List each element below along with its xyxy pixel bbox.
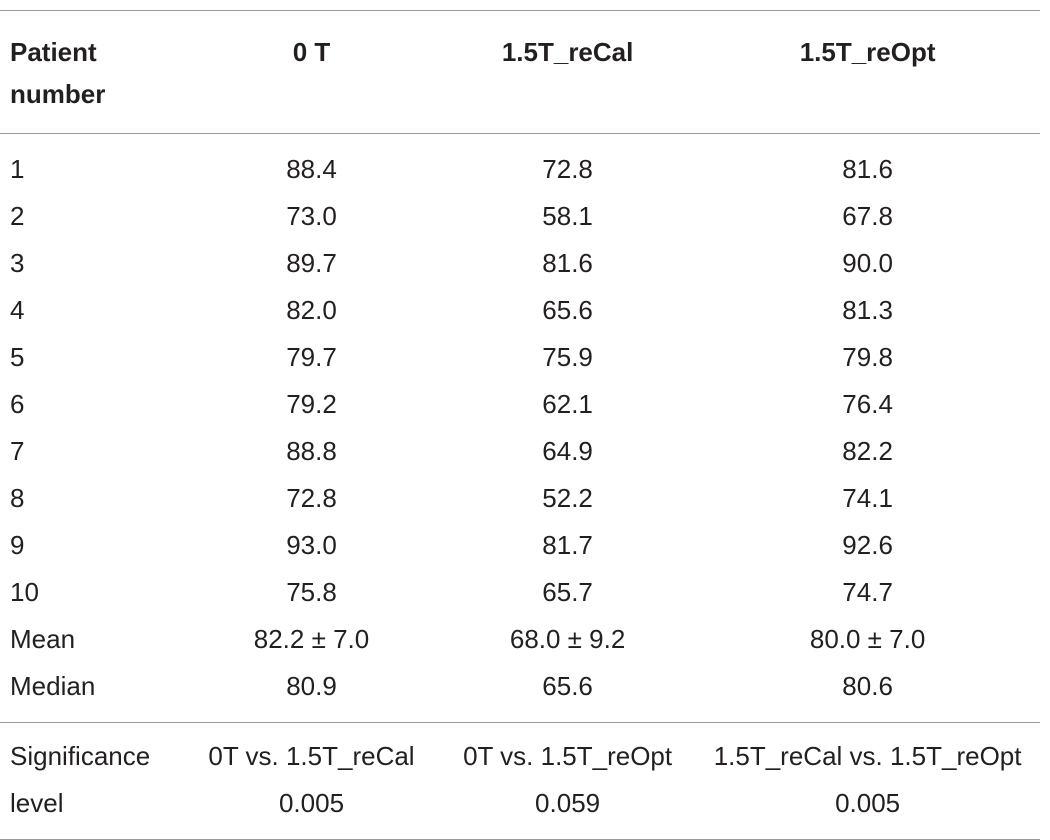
value-0t-cell: 73.0	[286, 201, 337, 231]
value-0t-cell: 79.2	[286, 389, 337, 419]
table-row: Mean 82.2 ± 7.0 68.0 ± 9.2 80.0 ± 7.0	[0, 616, 1040, 663]
patient-cell: Median	[10, 671, 96, 701]
table-row: 8 72.8 52.2 74.1	[0, 475, 1040, 522]
significance-comparison-row: Significance 0T vs. 1.5T_reCal 0T vs. 1.…	[0, 723, 1040, 781]
p-value-0t-vs-recal: 0.005	[278, 788, 345, 818]
value-reopt-cell: 76.4	[842, 389, 893, 419]
value-recal-cell: 64.9	[542, 436, 593, 466]
value-reopt-cell: 74.7	[842, 577, 893, 607]
value-reopt-cell: 90.0	[842, 248, 893, 278]
value-recal-cell: 81.6	[542, 248, 593, 278]
value-recal-cell: 65.6	[542, 671, 593, 701]
patient-cell: 4	[10, 295, 25, 325]
value-0t-cell: 80.9	[286, 671, 337, 701]
patient-cell: 1	[10, 154, 25, 184]
header-0t: 0 T	[292, 37, 331, 67]
value-reopt-cell: 74.1	[842, 483, 893, 513]
value-reopt-cell: 81.6	[842, 154, 893, 184]
value-0t-cell: 82.2 ± 7.0	[253, 624, 370, 654]
value-recal-cell: 75.9	[542, 342, 593, 372]
table-header-row: Patient number 0 T 1.5T_reCal 1.5T_reOpt	[0, 11, 1040, 134]
level-label: level	[10, 788, 64, 818]
p-value-0t-vs-reopt: 0.059	[535, 788, 601, 818]
patient-cell: 5	[10, 342, 25, 372]
value-recal-cell: 68.0 ± 9.2	[509, 624, 626, 654]
comparison-0t-vs-reopt: 0T vs. 1.5T_reOpt	[463, 741, 673, 771]
value-reopt-cell: 80.0 ± 7.0	[809, 624, 926, 654]
patient-cell: 8	[10, 483, 25, 513]
comparison-0t-vs-recal: 0T vs. 1.5T_reCal	[208, 741, 415, 771]
table-row: 3 89.7 81.6 90.0	[0, 240, 1040, 287]
significance-label: Significance	[10, 741, 151, 771]
patient-cell: 10	[10, 577, 39, 607]
value-0t-cell: 72.8	[286, 483, 337, 513]
table-row: 7 88.8 64.9 82.2	[0, 428, 1040, 475]
value-recal-cell: 52.2	[542, 483, 593, 513]
results-table: Patient number 0 T 1.5T_reCal 1.5T_reOpt…	[0, 10, 1040, 840]
value-recal-cell: 81.7	[542, 530, 593, 560]
value-recal-cell: 62.1	[542, 389, 593, 419]
table-row: 4 82.0 65.6 81.3	[0, 287, 1040, 334]
patient-cell: 6	[10, 389, 25, 419]
comparison-recal-vs-reopt: 1.5T_reCal vs. 1.5T_reOpt	[713, 741, 1022, 771]
value-reopt-cell: 81.3	[842, 295, 893, 325]
patient-cell: 2	[10, 201, 25, 231]
value-0t-cell: 93.0	[286, 530, 337, 560]
value-recal-cell: 72.8	[542, 154, 593, 184]
value-recal-cell: 65.6	[542, 295, 593, 325]
value-reopt-cell: 80.6	[842, 671, 893, 701]
table-row: Median 80.9 65.6 80.6	[0, 663, 1040, 723]
table-row: 5 79.7 75.9 79.8	[0, 334, 1040, 381]
value-recal-cell: 65.7	[542, 577, 593, 607]
header-1-5t-recal: 1.5T_reCal	[501, 37, 634, 67]
patient-cell: 9	[10, 530, 25, 560]
patient-cell: Mean	[10, 624, 76, 654]
header-patient-number: Patient number	[0, 11, 183, 134]
table-row: 2 73.0 58.1 67.8	[0, 193, 1040, 240]
table-row: 9 93.0 81.7 92.6	[0, 522, 1040, 569]
header-patient-number-line2: number	[10, 79, 106, 109]
value-reopt-cell: 79.8	[842, 342, 893, 372]
value-reopt-cell: 92.6	[842, 530, 893, 560]
table-row: 1 88.4 72.8 81.6	[0, 134, 1040, 194]
table-row: 6 79.2 62.1 76.4	[0, 381, 1040, 428]
header-patient-number-line1: Patient	[10, 37, 97, 67]
table-body: 1 88.4 72.8 81.6 2 73.0 58.1 67.8 3 89.7 81.6 90.0 4…	[0, 134, 1040, 723]
value-0t-cell: 75.8	[286, 577, 337, 607]
value-0t-cell: 89.7	[286, 248, 337, 278]
value-recal-cell: 58.1	[542, 201, 593, 231]
patient-cell: 3	[10, 248, 25, 278]
patient-cell: 7	[10, 436, 25, 466]
value-0t-cell: 88.8	[286, 436, 337, 466]
header-1-5t-reopt: 1.5T_reOpt	[799, 37, 936, 67]
value-reopt-cell: 67.8	[842, 201, 893, 231]
value-reopt-cell: 82.2	[842, 436, 893, 466]
significance-value-row: level 0.005 0.059 0.005	[0, 780, 1040, 840]
value-0t-cell: 82.0	[286, 295, 337, 325]
p-value-recal-vs-reopt: 0.005	[835, 788, 901, 818]
value-0t-cell: 88.4	[286, 154, 337, 184]
value-0t-cell: 79.7	[286, 342, 337, 372]
table-row: 10 75.8 65.7 74.7	[0, 569, 1040, 616]
significance-section: Significance 0T vs. 1.5T_reCal 0T vs. 1.…	[0, 722, 1040, 840]
